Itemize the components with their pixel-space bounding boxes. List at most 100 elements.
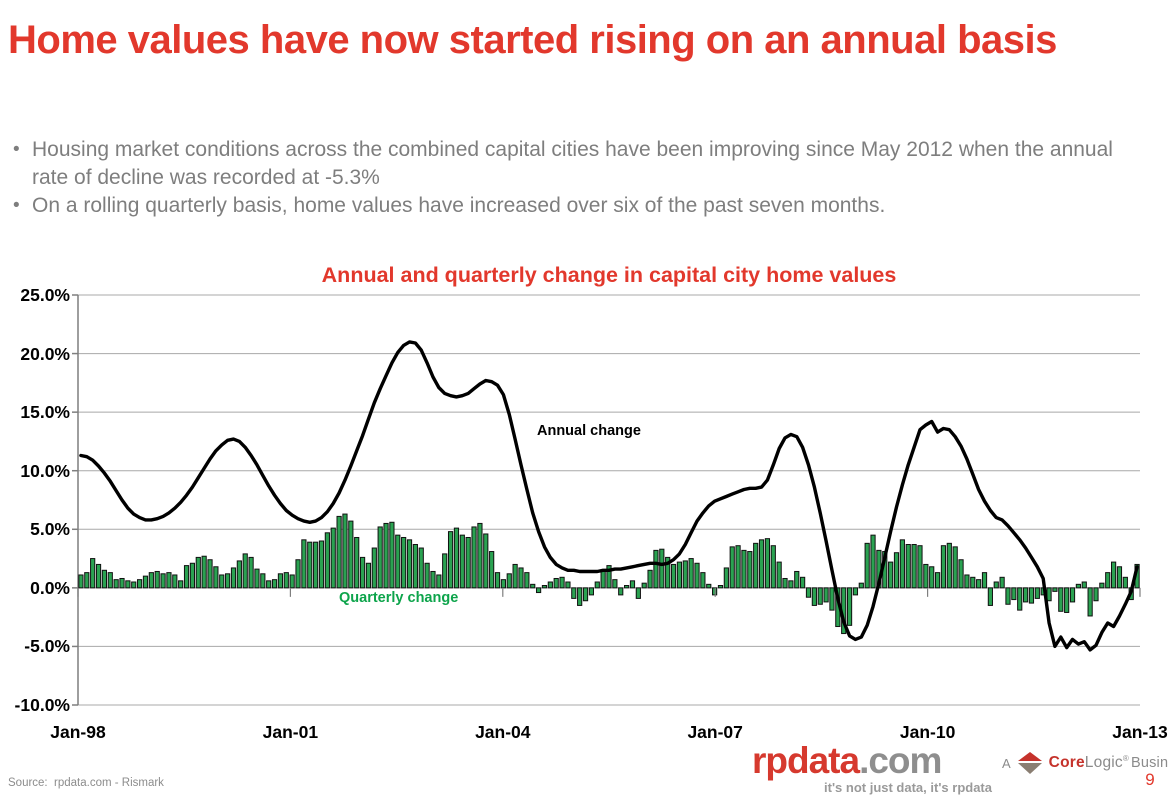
corelogic-business-label: Business: [1130, 755, 1168, 772]
quarterly-change-bar: [512, 563, 518, 589]
quarterly-change-bar: [917, 545, 923, 589]
quarterly-change-bar: [782, 577, 788, 589]
quarterly-change-bar: [729, 546, 735, 589]
quarterly-change-bar: [659, 548, 665, 589]
quarterly-change-bar: [160, 573, 166, 589]
quarterly-change-bar: [624, 585, 630, 589]
quarterly-change-bar: [307, 541, 313, 589]
quarterly-change-bar: [893, 552, 900, 589]
quarterly-change-bar: [952, 546, 958, 589]
y-axis-label: 15.0%: [20, 402, 70, 423]
quarterly-change-bar: [1128, 587, 1134, 601]
quarterly-change-bar: [383, 522, 389, 589]
quarterly-change-bar: [717, 585, 724, 589]
quarterly-change-bar: [119, 577, 125, 589]
quarterly-change-bar: [1022, 587, 1029, 603]
quarterly-change-bar: [371, 547, 377, 589]
quarterly-change-bar: [559, 576, 565, 589]
quarterly-change-bar: [277, 573, 284, 589]
quarterly-change-bar: [976, 579, 982, 589]
quarterly-change-bar: [753, 542, 759, 589]
quarterly-change-bar: [1034, 587, 1040, 599]
y-axis-label: 25.0%: [20, 285, 70, 305]
quarterly-change-bar: [535, 587, 542, 594]
quarterly-change-bar: [324, 532, 330, 589]
quarterly-change-bar: [852, 587, 859, 596]
quarterly-change-bar: [846, 587, 853, 626]
quarterly-change-bar: [1134, 563, 1140, 589]
quarterly-change-bar: [1064, 587, 1070, 613]
quarterly-change-bar: [113, 579, 119, 589]
quarterly-change-bar: [365, 562, 372, 589]
quarterly-change-bar: [1105, 572, 1111, 589]
quarterly-change-bar: [295, 559, 301, 589]
quarterly-change-bar: [723, 567, 729, 589]
quarterly-change-bar: [712, 587, 718, 596]
quarterly-change-bar: [248, 556, 254, 589]
rpdata-logo-text: rpdata.com: [752, 742, 992, 780]
quarterly-change-bar: [524, 572, 530, 589]
quarterly-change-bar: [489, 551, 495, 589]
quarterly-change-bar: [271, 579, 278, 589]
quarterly-change-bar: [178, 580, 184, 589]
y-axis-label: 10.0%: [20, 460, 70, 481]
quarterly-change-bar: [166, 572, 172, 589]
quarterly-change-bar: [254, 568, 260, 589]
x-axis-label: Jan-04: [475, 722, 531, 742]
corelogic-diamond-icon: [1017, 752, 1042, 774]
corelogic-text: CoreLogic®Business: [1049, 754, 1168, 772]
quarterly-change-bar: [823, 587, 829, 603]
quarterly-change-bar: [389, 521, 395, 589]
rpdata-logo-suffix: .com: [859, 740, 942, 781]
quarterly-change-bar: [858, 582, 864, 589]
quarterly-change-bar: [1046, 587, 1052, 602]
x-axis-label: Jan-07: [687, 722, 743, 742]
quarterly-change-bar: [805, 587, 812, 598]
quarterly-change-bar: [905, 544, 911, 589]
quarterly-change-bar: [1058, 587, 1064, 612]
quarterly-change-label: Quarterly change: [339, 590, 459, 606]
quarterly-change-bar: [494, 572, 501, 589]
quarterly-change-bar: [189, 562, 196, 589]
quarterly-change-bar: [301, 539, 307, 589]
quarterly-change-bar: [207, 559, 213, 589]
quarterly-change-bar: [571, 587, 577, 599]
quarterly-change-bar: [612, 579, 618, 589]
quarterly-change-bar: [424, 562, 430, 589]
quarterly-change-bar: [183, 565, 190, 589]
quarterly-change-bar: [336, 515, 342, 589]
quarterly-change-bar: [418, 547, 424, 589]
quarterly-change-bar: [1011, 587, 1017, 601]
quarterly-change-bar: [1093, 587, 1099, 602]
quarterly-change-bar: [330, 527, 336, 589]
rpdata-logo-main: rpdata: [752, 740, 860, 781]
corelogic-logo: A CoreLogic®Business: [1002, 752, 1168, 774]
y-axis-label: 5.0%: [30, 519, 70, 540]
x-axis-label: Jan-13: [1112, 722, 1168, 742]
quarterly-change-bar: [946, 542, 952, 589]
quarterly-change-bar: [506, 573, 512, 589]
quarterly-change-bar: [471, 526, 477, 589]
quarterly-change-bar: [770, 545, 776, 589]
quarterly-change-bar: [313, 541, 319, 589]
quarterly-change-bar: [1099, 582, 1105, 589]
quarterly-change-bar: [682, 560, 688, 589]
quarterly-change-bar: [406, 539, 413, 589]
quarterly-change-bar: [483, 533, 489, 589]
quarterly-change-bar: [923, 563, 929, 589]
quarterly-change-bar: [395, 534, 401, 589]
quarterly-change-bar: [629, 580, 636, 589]
quarterly-change-bar: [882, 551, 888, 589]
quarterly-change-bar: [600, 570, 606, 589]
quarterly-change-bar: [565, 581, 571, 589]
quarterly-change-bar: [800, 576, 806, 589]
quarterly-change-bar: [676, 561, 683, 589]
corelogic-prefix: A: [1002, 755, 1011, 771]
quarterly-change-bar: [142, 575, 149, 589]
quarterly-change-bar: [95, 563, 102, 589]
registered-mark-icon: ®: [1122, 753, 1129, 763]
quarterly-change-bar: [447, 531, 454, 589]
quarterly-change-bar: [835, 587, 841, 628]
quarterly-change-bar: [78, 574, 84, 589]
